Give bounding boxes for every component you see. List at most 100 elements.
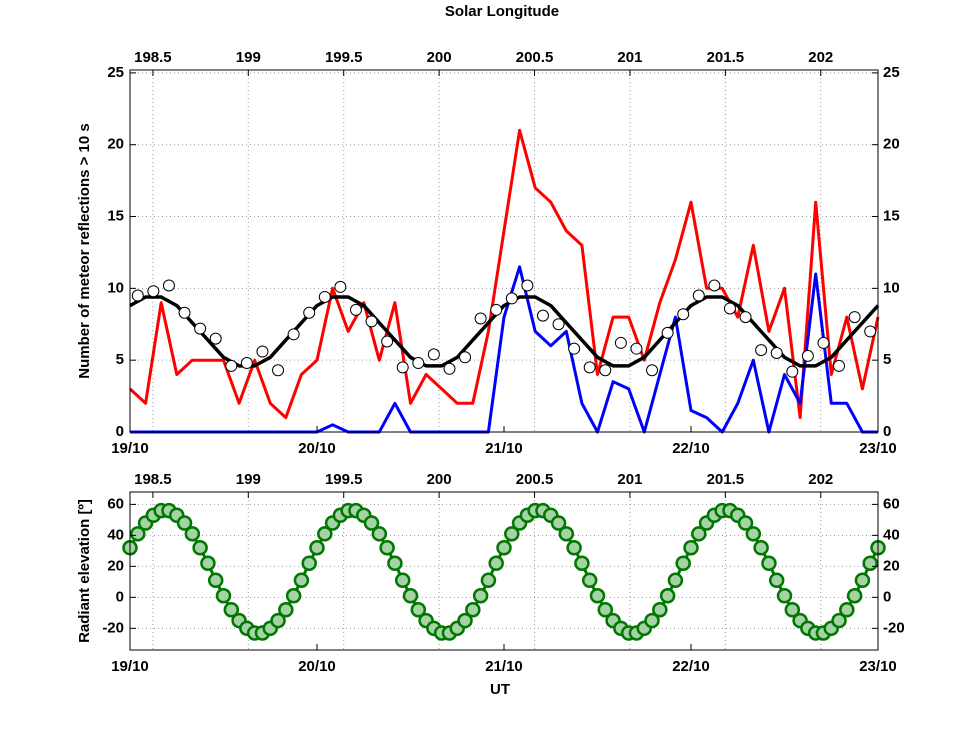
marker (552, 318, 565, 331)
marker (659, 588, 676, 604)
marker (683, 540, 699, 556)
marker (317, 526, 333, 542)
marker (256, 345, 269, 358)
marker (739, 311, 752, 324)
marker (745, 526, 762, 542)
marker (505, 292, 518, 305)
marker (568, 342, 581, 355)
marker (194, 322, 207, 335)
series-line (129, 295, 880, 368)
x2-tick-label: 202 (808, 49, 833, 66)
y-tick-label: 25 (107, 64, 124, 81)
marker (192, 540, 208, 556)
marker (776, 588, 793, 604)
marker (131, 289, 144, 302)
y-tick-label: 10 (107, 279, 124, 296)
marker (285, 588, 302, 604)
marker (240, 357, 253, 370)
marker (770, 346, 783, 359)
marker (599, 364, 612, 377)
marker (293, 572, 310, 589)
marker (691, 526, 707, 542)
marker (581, 572, 598, 589)
y-tick-label: 20 (107, 557, 124, 574)
marker (379, 540, 395, 556)
marker (162, 279, 175, 292)
y2-tick-label: 5 (883, 351, 891, 368)
marker (474, 312, 487, 325)
marker (839, 601, 855, 618)
marker (652, 601, 668, 618)
marker (334, 280, 347, 293)
x2-tick-label: 198.5 (134, 471, 172, 488)
marker (677, 308, 690, 321)
marker (371, 526, 388, 542)
marker (661, 326, 674, 339)
marker (209, 332, 222, 345)
marker (536, 309, 549, 322)
marker (630, 342, 643, 355)
x-axis-label: UT (490, 681, 510, 698)
marker (753, 540, 769, 556)
y-axis-label: Number of meteor reflections > 10 s (76, 123, 93, 379)
marker (215, 588, 232, 604)
y-axis-label: Radiant elevation [º] (76, 499, 93, 643)
x-tick-label: 22/10 (672, 440, 710, 457)
marker (848, 311, 861, 324)
x-tick-label: 23/10 (859, 658, 897, 675)
marker (301, 555, 317, 572)
y-tick-label: 60 (107, 495, 124, 512)
marker (504, 526, 520, 542)
y2-tick-label: 20 (883, 557, 900, 574)
y2-tick-label: 60 (883, 495, 900, 512)
y-tick-label: 5 (116, 351, 124, 368)
marker (614, 336, 627, 349)
marker (363, 515, 380, 531)
x2-tick-label: 199 (236, 471, 261, 488)
marker (318, 290, 331, 303)
y-tick-label: 0 (116, 423, 124, 440)
x-tick-label: 19/10 (111, 658, 149, 675)
marker (488, 555, 504, 572)
marker (402, 588, 419, 604)
marker (646, 364, 659, 377)
marker (574, 555, 590, 572)
marker (833, 359, 846, 372)
marker (496, 540, 512, 556)
marker (427, 348, 440, 361)
marker (521, 279, 534, 292)
marker (394, 572, 411, 589)
x2-tick-label: 199.5 (325, 49, 363, 66)
marker (443, 362, 456, 375)
marker (396, 361, 409, 374)
marker (412, 357, 425, 370)
marker (784, 601, 801, 618)
marker (287, 328, 300, 341)
x-tick-label: 22/10 (672, 658, 710, 675)
marker (387, 555, 403, 572)
marker (278, 601, 294, 618)
marker (176, 515, 193, 531)
x-tick-label: 21/10 (485, 440, 523, 457)
y-tick-label: -20 (102, 619, 124, 636)
marker (761, 555, 777, 572)
marker (130, 526, 146, 542)
marker (768, 572, 785, 589)
marker (854, 572, 871, 589)
y2-tick-label: 0 (883, 423, 891, 440)
y2-tick-label: 20 (883, 136, 900, 153)
marker (457, 612, 473, 629)
marker (223, 601, 240, 618)
marker (303, 306, 316, 319)
y2-tick-label: 25 (883, 64, 900, 81)
marker (147, 285, 160, 298)
x2-tick-label: 200.5 (516, 471, 554, 488)
x2-tick-label: 199 (236, 49, 261, 66)
x-tick-label: 20/10 (298, 658, 336, 675)
marker (675, 555, 691, 572)
marker (597, 601, 614, 618)
marker (365, 315, 378, 328)
marker (178, 306, 191, 319)
x2-axis-label: Solar Longitude (445, 3, 559, 20)
